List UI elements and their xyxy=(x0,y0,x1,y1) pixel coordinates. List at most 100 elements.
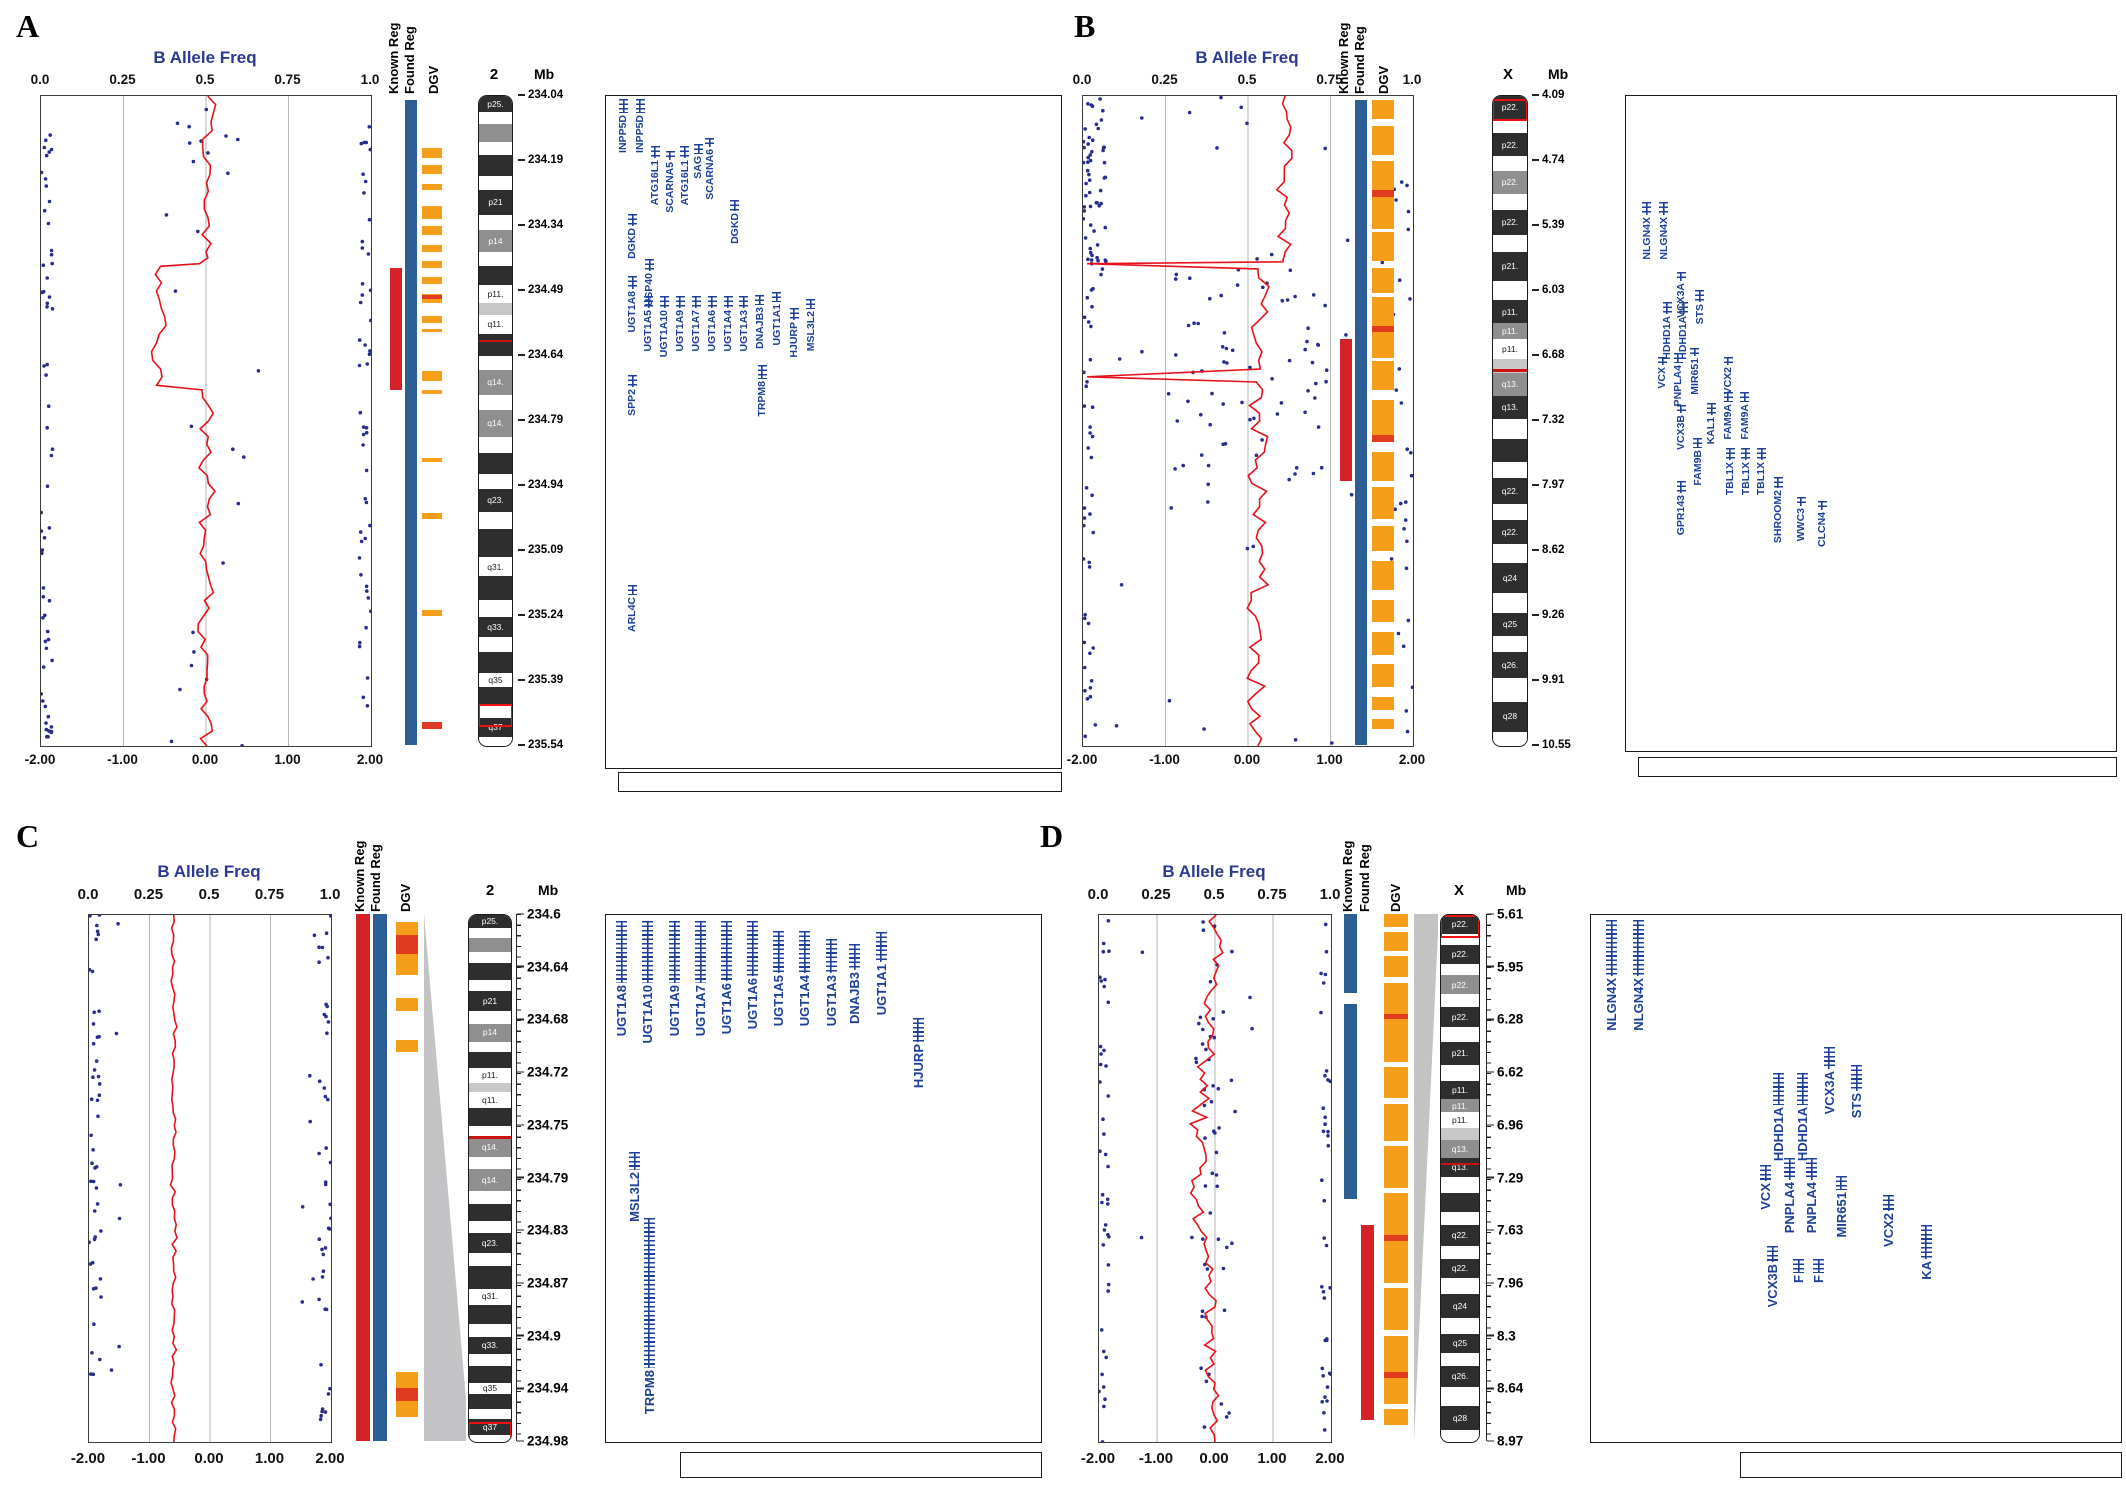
gene-annotation[interactable]: VCX3A xyxy=(1822,1046,1837,1114)
gene-annotation[interactable]: KA xyxy=(1919,1224,1934,1280)
gene-annotation[interactable]: VCX3B xyxy=(1765,1245,1780,1307)
gene-annotation[interactable]: NLGN4X xyxy=(1604,920,1619,1031)
gene-annotation[interactable]: TBL1X xyxy=(1755,448,1767,496)
gene-annotation[interactable]: VCX2 xyxy=(1881,1195,1896,1247)
gene-annotation[interactable]: DGKD xyxy=(626,213,638,259)
gene-annotation[interactable]: SHROOM2 xyxy=(1772,477,1784,543)
gene-annotation[interactable]: UGT1A9 xyxy=(667,921,682,1037)
gene-annotation[interactable]: UGT1A8 xyxy=(614,921,629,1037)
baf-scatter-plot[interactable] xyxy=(88,914,332,1443)
gene-annotation[interactable]: FAM9A xyxy=(1722,392,1734,440)
gene-annotation[interactable]: UGT1A4 xyxy=(797,930,812,1026)
gene-annotation[interactable]: PNPLA4 xyxy=(1672,352,1684,406)
gene-annotation[interactable]: STS xyxy=(1849,1065,1864,1118)
gene-annotation[interactable]: HDHD1A xyxy=(1771,1073,1786,1161)
gene-annotation[interactable]: MIR651 xyxy=(1689,348,1701,395)
gene-annotation[interactable]: MSL3L2 xyxy=(627,1152,642,1222)
baf-scatter-plot[interactable] xyxy=(1098,914,1332,1443)
gene-annotation[interactable]: ATG16L1 xyxy=(649,146,661,206)
gene-annotation[interactable]: UGT1A7 xyxy=(690,296,702,352)
gene-annotation[interactable]: HDHD1A xyxy=(1795,1073,1810,1161)
gene-annotation[interactable]: USP40 xyxy=(643,258,655,306)
gene-annotation[interactable]: VCX2 xyxy=(1722,356,1734,394)
gene-annotation[interactable]: HJURP xyxy=(788,307,800,357)
dgv-track[interactable] xyxy=(396,914,418,1441)
dgv-track[interactable] xyxy=(1384,914,1408,1441)
centromere-mark xyxy=(469,1136,511,1139)
gene-annotation[interactable]: UGT1A1 xyxy=(874,931,889,1015)
gene-annotation[interactable]: UGT1A5 xyxy=(642,296,654,352)
gene-annotation[interactable]: INPP5D xyxy=(634,98,646,153)
gene-annotation[interactable]: SAG xyxy=(692,144,704,179)
gene-annotation[interactable]: ATG16L1 xyxy=(679,146,691,206)
gene-annotation[interactable]: WWC3 xyxy=(1795,496,1807,541)
known-reg-track[interactable] xyxy=(390,100,402,745)
gene-annotation[interactable]: TBL1X xyxy=(1740,448,1752,496)
gene-annotation[interactable]: UGT1A6 xyxy=(706,296,718,352)
gene-annotation[interactable]: KAL1 xyxy=(1705,402,1717,444)
gene-annotation[interactable]: DNAJB3 xyxy=(847,943,862,1024)
gene-annotation[interactable]: F xyxy=(1811,1258,1826,1283)
gene-annotation[interactable]: VCX3A xyxy=(1675,271,1687,318)
gene-name: SHROOM2 xyxy=(1772,490,1785,544)
gene-annotation[interactable]: VCX xyxy=(1758,1165,1773,1210)
chromosome-ideogram[interactable]: p22. p22. p22. p22. p21. p11. p11. p11. q13. q13.… xyxy=(1440,914,1480,1443)
baf-scatter-plot[interactable] xyxy=(40,95,372,747)
gene-annotation[interactable]: MSL3L2 xyxy=(805,298,817,351)
gene-annotation[interactable]: MIR651 xyxy=(1834,1175,1849,1237)
gene-annotation[interactable]: STS xyxy=(1694,289,1706,324)
gene-annotation[interactable]: PNPLA4 xyxy=(1782,1158,1797,1234)
found-reg-track[interactable] xyxy=(405,100,417,745)
dgv-track[interactable] xyxy=(422,100,442,745)
gene-annotation[interactable]: ARL4C xyxy=(626,585,638,632)
gene-annotation[interactable]: GPR143 xyxy=(1675,481,1687,535)
chromosome-ideogram[interactable]: p25. p21 p14 p11. q11. q14. q14. q23. q31. q33. q3… xyxy=(478,95,513,747)
gene-annotation[interactable]: FAM9A xyxy=(1739,392,1751,440)
gene-annotation[interactable]: NLGN4X xyxy=(1641,202,1653,260)
gene-annotation[interactable]: UGT1A6 xyxy=(719,921,734,1035)
gene-annotation[interactable]: SCARNA5 xyxy=(664,151,676,213)
gene-annotation[interactable]: VCX xyxy=(1656,356,1668,388)
gene-annotation[interactable]: UGT1A10 xyxy=(640,921,655,1044)
gene-annotation[interactable]: INPP5D xyxy=(617,98,629,153)
gene-annotation[interactable]: NLGN4X xyxy=(1658,202,1670,260)
gene-annotation[interactable]: UGT1A9 xyxy=(674,296,686,352)
gene-annotation[interactable]: HDHD1A xyxy=(1661,302,1673,360)
known-reg-track[interactable] xyxy=(356,914,370,1441)
gene-annotation[interactable]: SPP2 xyxy=(626,374,638,416)
found-reg-track[interactable] xyxy=(1355,100,1367,745)
mb-tick: 7.97 xyxy=(1532,479,1564,491)
gene-annotation[interactable]: TRPM8 xyxy=(756,364,768,416)
gene-annotation[interactable]: NLGN4X xyxy=(1631,920,1646,1031)
gene-annotation[interactable]: CLCN4 xyxy=(1816,500,1828,547)
gene-annotation[interactable]: UGT1A6 xyxy=(745,921,760,1030)
gene-annotation[interactable]: TBL1X xyxy=(1724,448,1736,496)
gene-annotation[interactable]: SCARNA6 xyxy=(704,137,716,199)
known-reg-track[interactable] xyxy=(1344,914,1357,1441)
gene-annotation[interactable]: FAM9B xyxy=(1692,437,1704,486)
gene-annotation[interactable]: HJURP xyxy=(911,1017,926,1088)
gene-annotation[interactable]: UGT1A3 xyxy=(738,296,750,352)
gene-annotation[interactable]: F xyxy=(1791,1258,1806,1283)
gene-annotation[interactable]: UGT1A7 xyxy=(693,921,708,1037)
known-reg-track[interactable] xyxy=(1340,100,1352,745)
gene-annotation[interactable]: UGT1A4 xyxy=(722,296,734,352)
gene-model-glyph xyxy=(747,921,759,977)
found-reg-track[interactable] xyxy=(1361,914,1374,1441)
found-reg-track[interactable] xyxy=(373,914,387,1441)
gene-annotation[interactable]: UGT1A5 xyxy=(771,930,786,1026)
gene-annotation[interactable]: HDHD1A xyxy=(1677,302,1689,360)
dgv-track[interactable] xyxy=(1372,100,1394,745)
chromosome-ideogram[interactable]: p25. p21 p14 p11. q11. q14. q14. q23. q31. q33. q3… xyxy=(468,914,512,1443)
gene-annotation[interactable]: UGT1A3 xyxy=(824,938,839,1026)
mb-tick-label: 8.64 xyxy=(1497,1380,1524,1396)
gene-annotation[interactable]: UGT1A1 xyxy=(771,292,783,346)
gene-annotation[interactable]: PNPLA4 xyxy=(1804,1158,1819,1234)
gene-annotation[interactable]: DNAJB3 xyxy=(754,294,766,349)
chromosome-ideogram[interactable]: p22. p22. p22. p22. p21. p11. p11. p11. q13. q13.… xyxy=(1492,95,1528,747)
gene-annotation[interactable]: VCX3B xyxy=(1675,405,1687,450)
gene-annotation[interactable]: UGT1A8 xyxy=(626,276,638,333)
gene-annotation[interactable]: UGT1A10 xyxy=(658,296,670,358)
gene-annotation[interactable]: TRPM8 xyxy=(642,1218,657,1414)
gene-annotation[interactable]: DGKD xyxy=(729,200,741,244)
